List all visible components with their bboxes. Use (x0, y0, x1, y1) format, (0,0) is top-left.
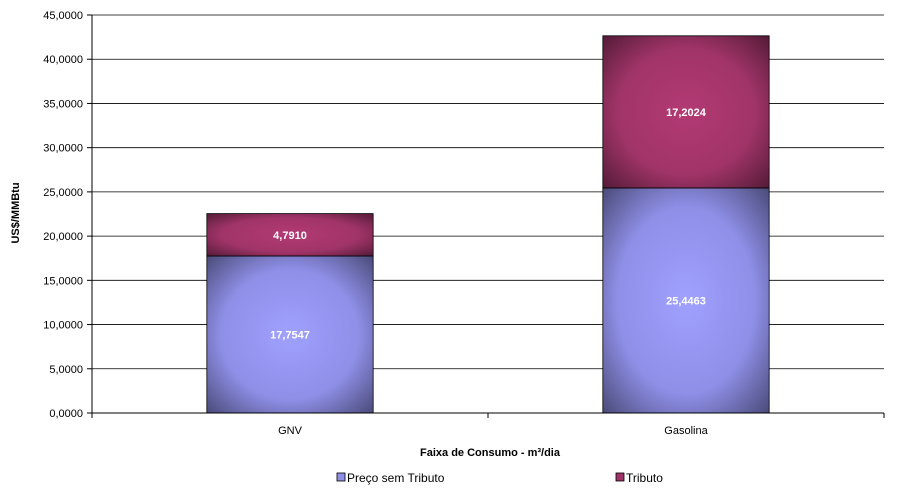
y-tick-labels: 0,0000 5,0000 10,0000 15,0000 20,0000 25,0000… (43, 10, 83, 420)
legend: Preço sem Tributo Tributo (336, 471, 663, 485)
bars: 17,7547 4,7910 25,4463 17,2024 (206, 35, 770, 414)
y-axis-title: US$/MMBtu (10, 182, 22, 243)
bar-segment (602, 35, 770, 189)
y-tick-label: 45,0000 (43, 10, 83, 22)
y-tick-label: 25,0000 (43, 187, 83, 199)
legend-label: Preço sem Tributo (347, 471, 445, 485)
bar-segment (206, 213, 374, 257)
y-tick-label: 30,0000 (43, 143, 83, 155)
y-tick-label: 40,0000 (43, 54, 83, 66)
x-tick-label: Gasolina (664, 425, 708, 437)
y-tick-label: 0,0000 (49, 408, 83, 420)
axes (87, 14, 885, 418)
bar-segment (206, 255, 374, 414)
data-label: 17,7547 (270, 329, 310, 341)
legend-swatch (615, 472, 625, 482)
x-axis-title: Faixa de Consumo - m³/dia (420, 447, 561, 459)
x-tick-label: GNV (278, 425, 303, 437)
data-label: 4,7910 (273, 230, 307, 242)
legend-swatch (336, 472, 346, 482)
x-tick-labels: GNV Gasolina (278, 425, 709, 437)
y-tick-label: 10,0000 (43, 320, 83, 332)
y-tick-label: 15,0000 (43, 275, 83, 287)
data-label: 17,2024 (666, 107, 707, 119)
y-tick-label: 5,0000 (49, 364, 83, 376)
data-label: 25,4463 (666, 295, 706, 307)
y-tick-label: 35,0000 (43, 98, 83, 110)
y-tick-label: 20,0000 (43, 231, 83, 243)
legend-label: Tributo (626, 471, 663, 485)
